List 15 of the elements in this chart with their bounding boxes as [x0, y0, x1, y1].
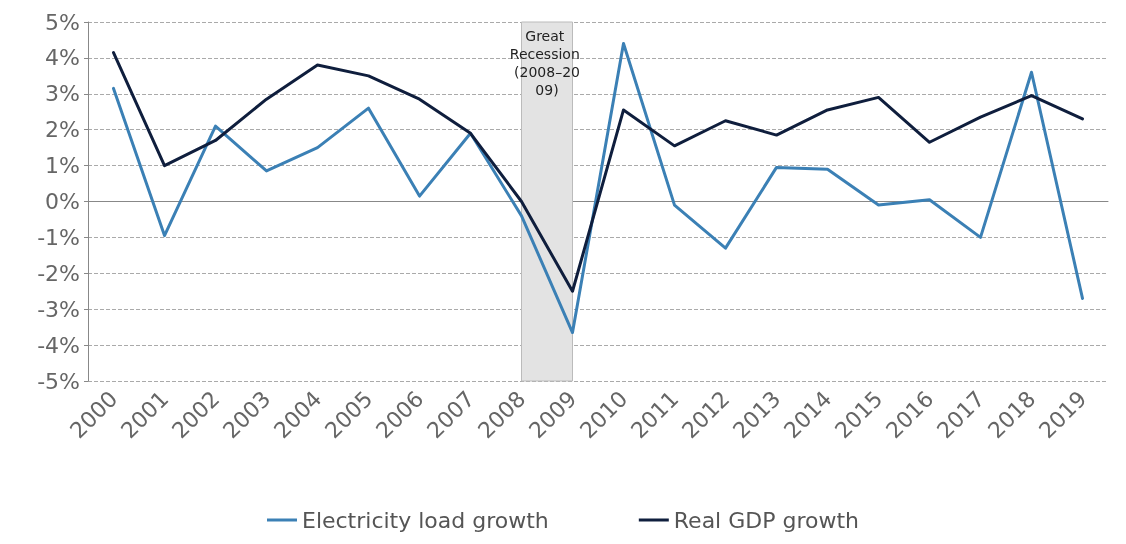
legend-label: Electricity load growth [301, 507, 549, 533]
y-tick-label: 1% [45, 153, 80, 179]
y-tick-label: -3% [37, 296, 80, 322]
y-tick-label: 2% [45, 117, 80, 143]
y-tick-label: 3% [45, 81, 80, 107]
y-tick-label: 4% [45, 45, 80, 71]
y-tick-label: 5% [45, 9, 80, 35]
y-tick-label: -1% [37, 224, 80, 250]
y-tick-label: -5% [37, 368, 80, 394]
y-tick-label: -4% [37, 332, 80, 358]
y-tick-label: 0% [45, 189, 80, 214]
line-series [112, 42, 1084, 335]
legend-label: Real GDP growth [673, 507, 860, 533]
band-label: Great Recession (2008–2009) [509, 27, 585, 98]
y-tick-label: -2% [37, 260, 80, 286]
